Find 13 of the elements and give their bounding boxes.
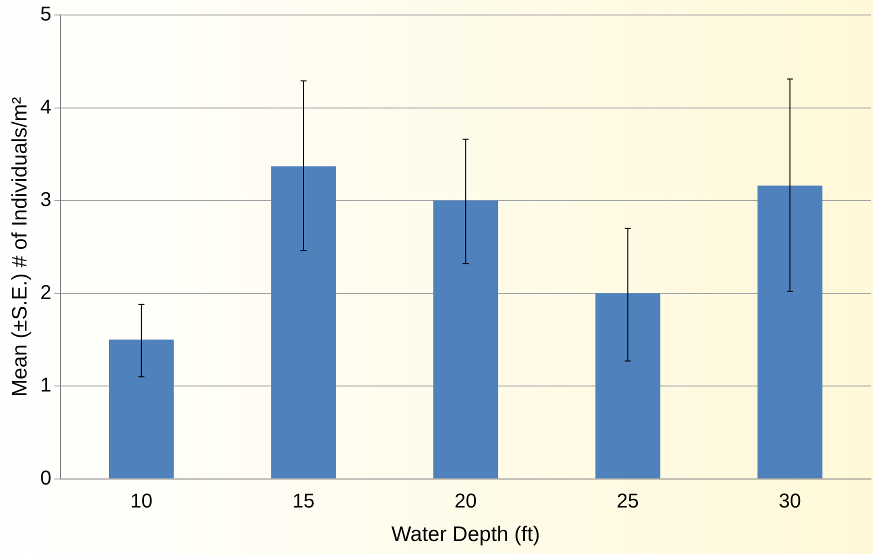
x-tick-label: 20 bbox=[454, 490, 477, 512]
y-tick-label: 5 bbox=[40, 4, 52, 26]
x-tick-label: 25 bbox=[616, 490, 639, 512]
y-tick-label: 0 bbox=[40, 467, 52, 490]
y-tick-label: 2 bbox=[40, 282, 52, 304]
x-tick-label: 30 bbox=[778, 490, 802, 512]
x-tick-label: 10 bbox=[130, 490, 153, 512]
y-axis-title: Mean (±S.E.) # of Individuals/m² bbox=[8, 96, 32, 397]
y-tick-label: 3 bbox=[40, 189, 52, 212]
x-axis-title: Water Depth (ft) bbox=[391, 523, 540, 546]
y-tick-label: 4 bbox=[40, 96, 52, 118]
x-tick-label: 15 bbox=[292, 490, 315, 512]
y-tick-label: 1 bbox=[40, 374, 52, 397]
